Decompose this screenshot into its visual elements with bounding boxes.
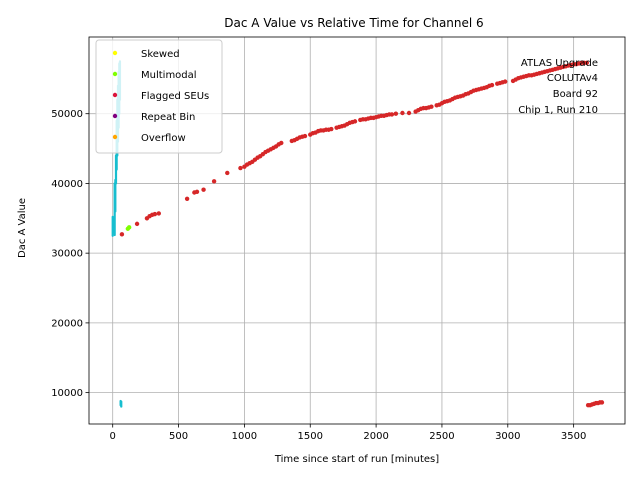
legend-marker — [112, 92, 118, 98]
data-point — [352, 119, 358, 124]
y-tick-label: 10000 — [51, 388, 83, 399]
x-tick-label: 3000 — [495, 431, 520, 442]
x-tick-label: 1500 — [298, 431, 323, 442]
x-tick-label: 2000 — [363, 431, 388, 442]
data-point — [194, 189, 200, 194]
data-point — [393, 111, 399, 116]
data-point — [152, 211, 158, 217]
legend-label: Repeat Bin — [141, 112, 195, 123]
data-point — [225, 170, 230, 176]
data-point — [238, 165, 243, 171]
data-point — [302, 133, 308, 139]
annotation-line-4: Chip 1, Run 210 — [518, 105, 598, 116]
x-tick-label: 2500 — [429, 431, 454, 442]
annotation-line-2: COLUTAv4 — [547, 73, 598, 84]
annotation-line-3: Board 92 — [553, 89, 598, 100]
x-tick-label: 500 — [169, 431, 188, 442]
data-point — [156, 211, 161, 216]
data-point — [406, 110, 412, 116]
x-axis-label: Time since start of run [minutes] — [274, 454, 439, 465]
data-point — [429, 104, 434, 109]
legend-label: Skewed — [141, 49, 180, 60]
chart-title: Dac A Value vs Relative Time for Channel… — [224, 16, 483, 30]
data-point — [489, 82, 495, 88]
annotation-line-1: ATLAS Upgrade — [521, 58, 598, 69]
legend-marker — [112, 50, 118, 56]
data-point — [599, 400, 605, 405]
legend-marker — [112, 134, 118, 140]
y-tick-label: 40000 — [51, 179, 83, 190]
legend-label: Flagged SEUs — [141, 91, 209, 102]
data-point — [126, 225, 132, 230]
data-point — [329, 126, 334, 132]
axes — [88, 36, 626, 425]
legend: Skewed Multimodal Flagged SEUs Repeat Bin Ov… — [95, 39, 223, 154]
x-tick-label: 0 — [110, 431, 116, 442]
data-point — [584, 60, 590, 65]
tick-labels: 0 500 1000 1500 2000 2500 3000 3500 10000 20000 30… — [51, 109, 586, 442]
data-point — [134, 221, 140, 227]
data-point — [502, 79, 508, 84]
y-tick-label: 20000 — [51, 318, 83, 329]
data-point — [400, 110, 405, 116]
data-point — [279, 140, 284, 146]
data-point — [211, 179, 217, 184]
x-tick-label: 3500 — [561, 431, 586, 442]
legend-marker — [112, 71, 118, 77]
legend-label: Multimodal — [141, 70, 197, 81]
legend-frame — [95, 39, 223, 154]
x-tick-label: 1000 — [232, 431, 257, 442]
data-point — [389, 112, 395, 117]
legend-marker — [112, 113, 118, 119]
y-tick-label: 50000 — [51, 109, 83, 120]
grid — [89, 37, 625, 424]
y-tick-label: 30000 — [51, 249, 83, 260]
y-axis-label: Dac A Value — [17, 198, 28, 258]
plot-frame — [88, 36, 626, 425]
data-point — [184, 196, 190, 201]
data-point — [201, 187, 206, 192]
annotation-block: ATLAS Upgrade COLUTAv4 Board 92 Chip 1, … — [518, 58, 598, 116]
legend-label: Overflow — [141, 133, 186, 144]
data-point — [119, 232, 125, 237]
